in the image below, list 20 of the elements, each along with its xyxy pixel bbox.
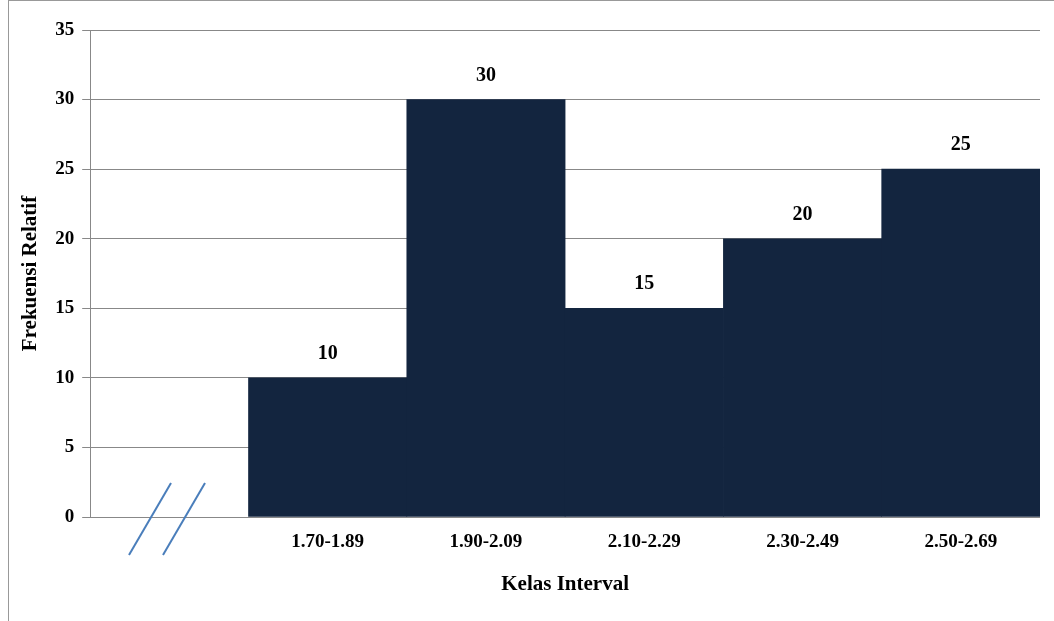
y-tick-label: 35 bbox=[55, 17, 75, 39]
y-tick-label: 0 bbox=[64, 504, 75, 526]
data-label: 15 bbox=[634, 271, 655, 294]
y-tick-label: 20 bbox=[55, 226, 75, 248]
y-tick-label: 25 bbox=[55, 157, 75, 179]
data-label: 25 bbox=[950, 132, 971, 155]
y-tick-label: 30 bbox=[55, 87, 75, 109]
x-axis-title: Kelas Interval bbox=[501, 570, 630, 595]
data-label: 20 bbox=[792, 201, 813, 224]
x-tick-label: 2.10-2.29 bbox=[607, 530, 681, 552]
x-tick-label: 1.90-2.09 bbox=[449, 530, 523, 552]
y-tick-label: 10 bbox=[55, 365, 75, 387]
y-tick-label: 5 bbox=[64, 435, 75, 457]
data-label: 10 bbox=[317, 341, 338, 364]
x-tick-label: 2.30-2.49 bbox=[766, 530, 839, 552]
data-label: 30 bbox=[475, 62, 496, 85]
x-tick-label: 2.50-2.69 bbox=[924, 530, 998, 552]
y-tick-label: 15 bbox=[55, 296, 75, 318]
y-axis-title: Frekuensi Relatif bbox=[17, 194, 42, 352]
x-tick-label: 1.70-1.89 bbox=[291, 530, 365, 552]
